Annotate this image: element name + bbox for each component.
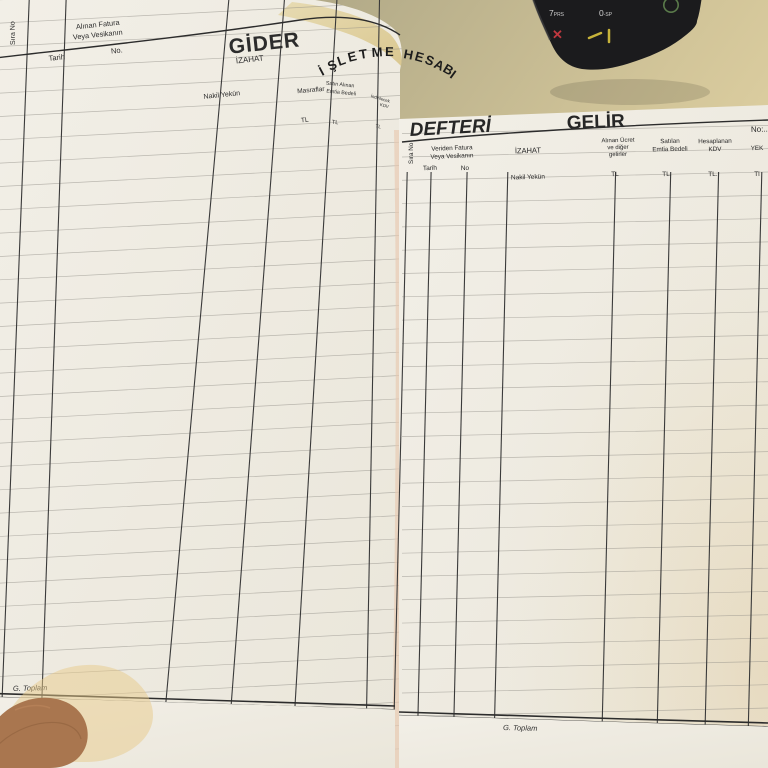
svg-text:Tarih: Tarih xyxy=(48,52,65,63)
svg-text:Alınan Ücret: Alınan Ücret xyxy=(601,137,635,145)
svg-text:TL.: TL. xyxy=(662,171,672,178)
svg-text:H: H xyxy=(402,46,414,63)
svg-text:Tarih: Tarih xyxy=(423,165,438,173)
svg-text:ve diğer: ve diğer xyxy=(607,145,629,152)
svg-text:Hesaplanan: Hesaplanan xyxy=(698,138,732,146)
svg-text:M: M xyxy=(371,44,383,60)
svg-text:TL: TL xyxy=(611,171,619,178)
svg-text:TL.: TL. xyxy=(708,171,718,178)
svg-text:İZAHAT: İZAHAT xyxy=(515,146,542,156)
svg-text:gelirler: gelirler xyxy=(609,152,627,158)
svg-text:✕: ✕ xyxy=(552,27,563,42)
svg-text:No: No xyxy=(461,165,470,172)
svg-text:No:...: No:... xyxy=(751,125,768,134)
svg-text:Veriden Fatura: Veriden Fatura xyxy=(431,144,473,152)
svg-text:TL: TL xyxy=(301,117,310,125)
svg-text:TL: TL xyxy=(332,120,339,127)
svg-text:Emtia Bedeli: Emtia Bedeli xyxy=(652,146,688,154)
svg-text:E: E xyxy=(385,44,394,59)
svg-text:GELİR: GELİR xyxy=(566,111,625,134)
svg-text:Sıra No: Sıra No xyxy=(408,142,415,164)
svg-text:Sıra No: Sıra No xyxy=(10,21,17,45)
svg-text:No.: No. xyxy=(110,45,123,55)
svg-text:KDV: KDV xyxy=(708,146,722,153)
svg-text:YEK: YEK xyxy=(751,145,764,152)
svg-text:G. Toplam: G. Toplam xyxy=(503,723,538,733)
svg-text:Nakil Yekün: Nakil Yekün xyxy=(511,173,546,181)
svg-text:Satılan: Satılan xyxy=(660,138,680,145)
svg-text:Tl: Tl xyxy=(754,171,760,178)
